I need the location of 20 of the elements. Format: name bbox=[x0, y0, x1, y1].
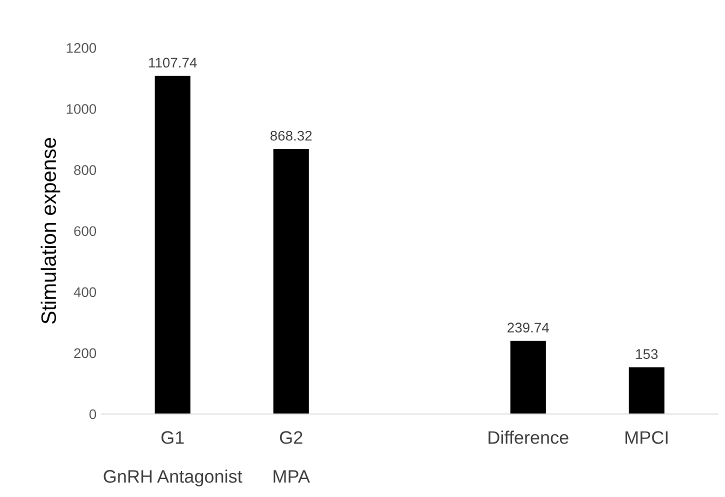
data-label: 239.74 bbox=[508, 322, 549, 333]
data-label: 153 bbox=[636, 349, 658, 359]
data-label: 1107.74 bbox=[149, 58, 197, 68]
bar bbox=[510, 340, 546, 414]
x-tick-label: Difference bbox=[488, 430, 568, 444]
bar bbox=[154, 76, 190, 414]
bar bbox=[273, 148, 309, 414]
y-tick-label: 0 bbox=[89, 409, 96, 420]
y-tick-label: 1000 bbox=[66, 104, 96, 114]
category-label: G2 MPA bbox=[274, 431, 310, 483]
y-tick-label: 200 bbox=[74, 348, 96, 358]
y-tick-label: 1200 bbox=[66, 43, 96, 53]
y-axis-title: Stimulation expense bbox=[40, 138, 60, 324]
y-tick-label: 800 bbox=[74, 165, 96, 175]
data-label: 868.32 bbox=[270, 130, 312, 141]
category-label: G1 GnRH Antagonist bbox=[104, 431, 242, 486]
y-tick-label: 400 bbox=[74, 287, 96, 298]
y-tick-label: 600 bbox=[74, 226, 96, 236]
bar bbox=[628, 367, 664, 414]
x-tick-label: MPCI bbox=[626, 431, 668, 444]
